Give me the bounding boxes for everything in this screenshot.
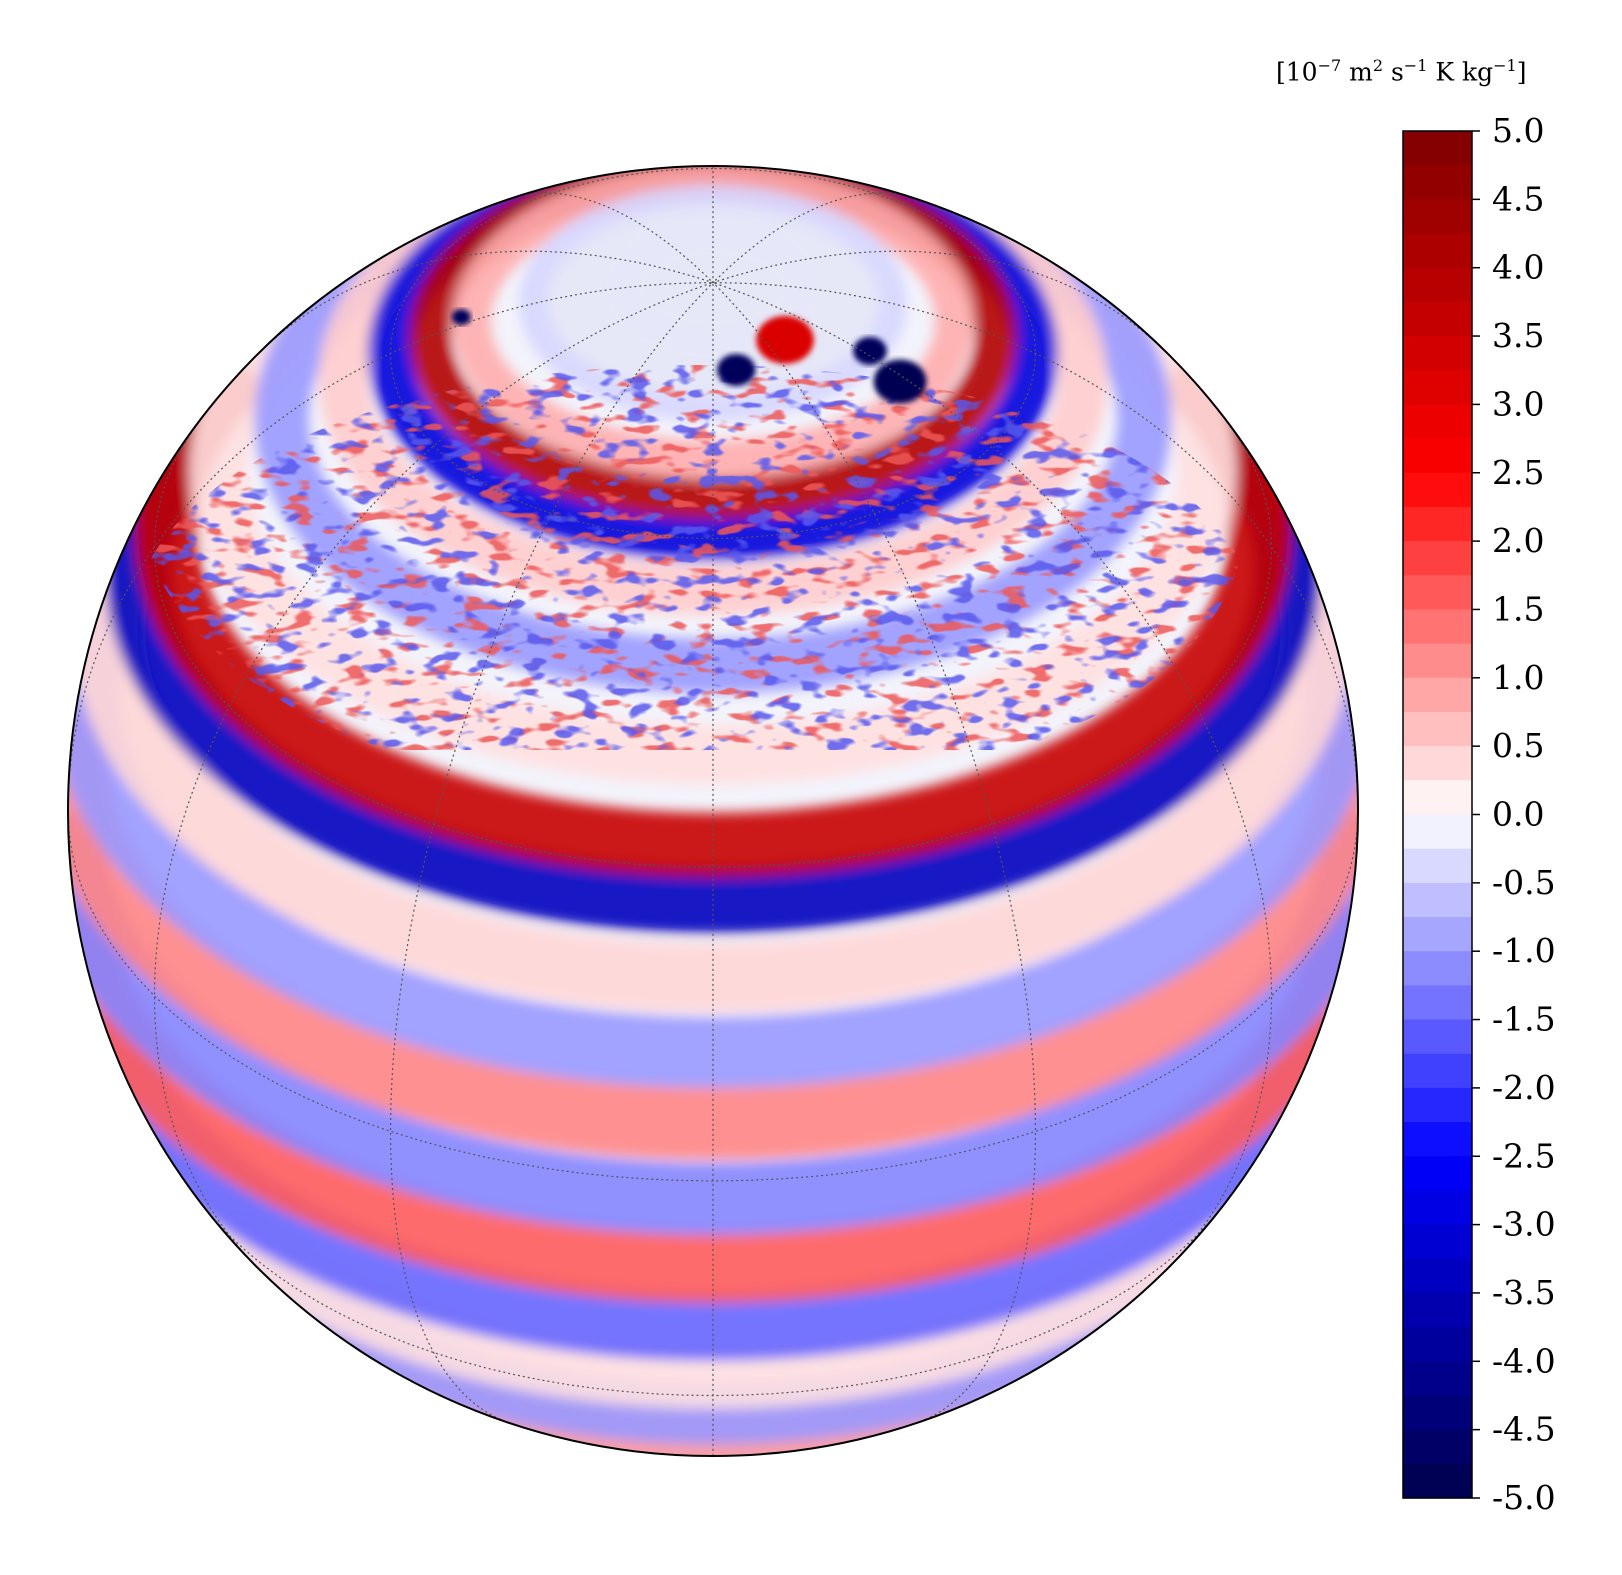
polar-vortex [451, 309, 471, 326]
colorbar-unit-label: [10−7 m2 s−1 K kg−1] [1276, 56, 1527, 87]
colorbar-swatch [1403, 1258, 1472, 1294]
colorbar-swatch [1403, 746, 1472, 781]
colorbar-swatch [1403, 575, 1472, 611]
zonal-band [68, 905, 1358, 1303]
globe-map [68, 166, 1358, 1456]
colorbar-swatch [1403, 267, 1472, 303]
graticule-meridian [712, 282, 1037, 1426]
polar-vortex [853, 336, 887, 365]
graticule-meridian [712, 282, 1358, 812]
polar-vortex [717, 353, 756, 386]
colorbar-swatch [1403, 301, 1472, 337]
colorbar-tick-label: -2.5 [1492, 1136, 1556, 1175]
zonal-band [68, 700, 1358, 1160]
zonal-band [68, 600, 1358, 1088]
colorbar-swatch [1403, 780, 1472, 816]
colorbar-swatch [1403, 199, 1472, 235]
colorbar-tick-label: 4.0 [1492, 248, 1544, 287]
colorbar-swatch [1403, 609, 1472, 645]
colorbar-swatch [1403, 370, 1472, 405]
colorbar-tick-label: -1.0 [1492, 931, 1556, 970]
colorbar-swatch [1403, 1327, 1472, 1362]
zonal-band [78, 1012, 1348, 1361]
colorbar-swatch [1403, 985, 1472, 1021]
colorbar-tick-label: 2.5 [1492, 453, 1544, 492]
colorbar-swatches [1403, 131, 1472, 1499]
colorbar-tick-label: -0.5 [1492, 863, 1556, 902]
colorbar-swatch [1403, 233, 1472, 269]
colorbar-swatch [1403, 882, 1472, 918]
colorbar-swatch [1403, 131, 1472, 166]
colorbar-tick-label: 0.0 [1492, 795, 1544, 834]
colorbar-swatch [1403, 677, 1472, 713]
colorbar-tick-label: -3.5 [1492, 1273, 1556, 1312]
colorbar-swatch [1403, 1224, 1472, 1260]
colorbar-swatch [1403, 1361, 1472, 1397]
colorbar-tick-label: 1.5 [1492, 589, 1544, 628]
graticule-meridian [712, 192, 921, 284]
colorbar-tick-label: 3.5 [1492, 316, 1544, 355]
polar-vortex [756, 315, 814, 364]
colorbar-swatch [1403, 1190, 1472, 1226]
colorbar-swatch [1403, 1463, 1472, 1499]
globe-outline [67, 165, 1359, 1457]
colorbar-swatch [1403, 506, 1472, 542]
colorbar-swatch [1403, 1395, 1472, 1431]
colorbar-swatch [1403, 472, 1472, 508]
graticule-parallel [68, 810, 1358, 1182]
colorbar-tick-label: -2.0 [1492, 1068, 1556, 1107]
colorbar-swatch [1403, 1292, 1472, 1328]
colorbar-swatch [1403, 541, 1472, 576]
graticule-parallel [153, 416, 1273, 868]
colorbar-swatch [1403, 1087, 1472, 1123]
colorbar-tick-label: 0.5 [1492, 726, 1544, 765]
zonal-band [72, 505, 1354, 1013]
graticule-meridian [249, 250, 714, 363]
colorbar-tick-label: 3.0 [1492, 384, 1544, 423]
colorbar-swatch [1403, 814, 1472, 850]
colorbar-swatch [1403, 917, 1472, 952]
colorbar-swatch [1403, 404, 1472, 440]
polar-vortices [451, 309, 927, 404]
graticule-meridian [153, 282, 714, 1272]
colorbar-swatch [1403, 1122, 1472, 1157]
colorbar-swatch [1403, 1156, 1472, 1192]
colorbar-tick-label: 4.5 [1492, 179, 1544, 218]
polar-vortex [873, 359, 927, 404]
colorbar-swatch [1403, 848, 1472, 884]
colorbar-swatch [1403, 1053, 1472, 1089]
graticule-meridian [712, 250, 1177, 363]
colorbar-tick-label: -1.5 [1492, 1000, 1556, 1039]
colorbar-swatch [1403, 1429, 1472, 1465]
colorbar-swatch [1403, 951, 1472, 986]
colorbar-tick-label: 2.0 [1492, 521, 1544, 560]
colorbar: 5.0 4.5 4.0 3.5 3.0 2.5 2.0 1.5 1.0 0.5 0.0 -0.5 -1.… [1402, 111, 1556, 1517]
colorbar-tick-label: -3.0 [1492, 1205, 1556, 1244]
graticule-lines [68, 166, 1358, 1456]
colorbar-swatch [1403, 438, 1472, 474]
turbulent-region [150, 365, 1240, 750]
colorbar-swatch [1403, 165, 1472, 200]
colorbar-swatch [1403, 1019, 1472, 1055]
colorbar-swatch [1403, 711, 1472, 747]
graticule-meridian [389, 282, 714, 1426]
colorbar-ticks: 5.0 4.5 4.0 3.5 3.0 2.5 2.0 1.5 1.0 0.5 0.0 -0.5 -1.… [1472, 111, 1556, 1517]
graticule-parallel [389, 167, 1037, 540]
colorbar-tick-label: -5.0 [1492, 1478, 1556, 1517]
colorbar-swatch [1403, 336, 1472, 371]
graticule-meridian [712, 282, 1273, 1272]
colorbar-tick-label: -4.0 [1492, 1341, 1556, 1380]
colorbar-tick-label: 1.0 [1492, 658, 1544, 697]
colorbar-swatch [1403, 643, 1472, 679]
graticule-meridian [68, 282, 714, 812]
colorbar-tick-label: -4.5 [1492, 1410, 1556, 1449]
colorbar-tick-label: 5.0 [1492, 111, 1544, 150]
graticule-meridian [505, 192, 714, 284]
